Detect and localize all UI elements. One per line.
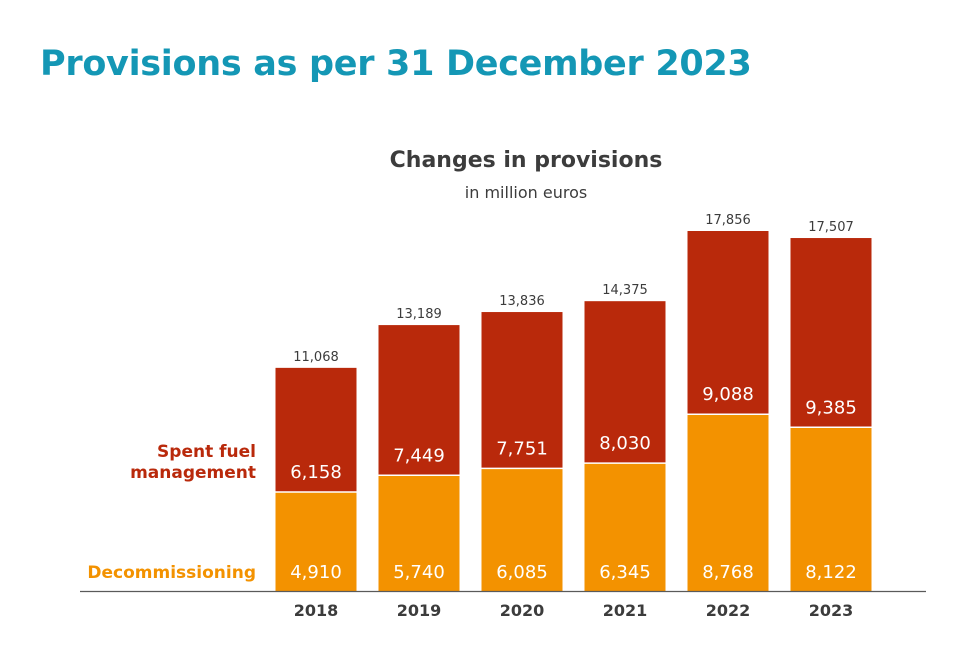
value-label-spent-fuel-2019: 7,449 (393, 445, 445, 466)
x-axis: 2018 2019 2020 2021 2022 2023 (80, 592, 926, 621)
value-label-decommissioning-2019: 5,740 (393, 562, 445, 583)
x-tick-label-2020: 2020 (500, 601, 545, 620)
total-label-2021: 14,375 (602, 283, 648, 298)
x-tick-label-2019: 2019 (397, 601, 442, 620)
stacked-bar-chart: 4,910 6,158 11,068 5,740 7,449 13,189 6,085 7,7… (0, 0, 970, 646)
x-tick-label-2018: 2018 (294, 601, 339, 620)
x-tick-label-2023: 2023 (809, 601, 854, 620)
value-label-decommissioning-2018: 4,910 (290, 562, 342, 583)
value-label-spent-fuel-2018: 6,158 (290, 462, 342, 483)
value-label-spent-fuel-2023: 9,385 (805, 397, 857, 418)
total-label-2023: 17,507 (808, 220, 854, 235)
total-label-2022: 17,856 (705, 213, 751, 228)
x-tick-label-2021: 2021 (603, 601, 648, 620)
value-label-spent-fuel-2020: 7,751 (496, 438, 548, 459)
total-label-2020: 13,836 (499, 294, 545, 309)
total-label-2019: 13,189 (396, 307, 442, 322)
value-label-decommissioning-2022: 8,768 (702, 562, 754, 583)
legend-decommissioning: Decommissioning (87, 563, 256, 583)
legend-spent-fuel-line-1: Spent fuel (157, 442, 256, 462)
value-label-decommissioning-2023: 8,122 (805, 562, 857, 583)
value-label-decommissioning-2020: 6,085 (496, 562, 548, 583)
bars-layer (276, 231, 872, 591)
x-tick-label-2022: 2022 (706, 601, 751, 620)
legend-spent-fuel-line-2: management (130, 463, 256, 483)
value-label-spent-fuel-2021: 8,030 (599, 433, 651, 454)
total-label-2018: 11,068 (293, 350, 339, 365)
value-label-spent-fuel-2022: 9,088 (702, 384, 754, 405)
labels-layer: 4,910 6,158 11,068 5,740 7,449 13,189 6,085 7,7… (290, 213, 857, 583)
value-label-decommissioning-2021: 6,345 (599, 562, 651, 583)
